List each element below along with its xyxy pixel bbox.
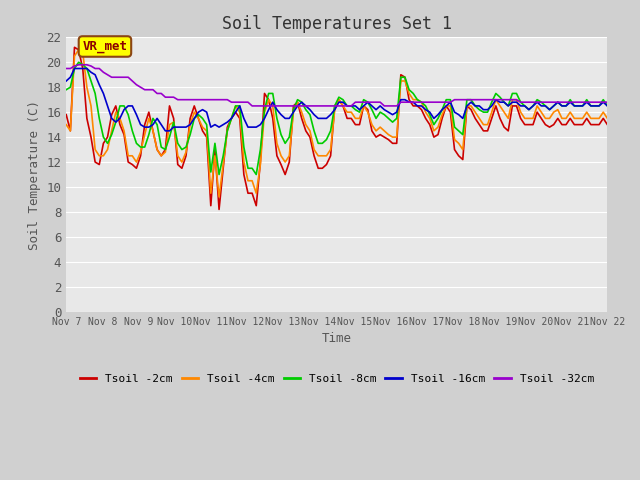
- Title: Soil Temperatures Set 1: Soil Temperatures Set 1: [222, 15, 452, 33]
- Y-axis label: Soil Temperature (C): Soil Temperature (C): [28, 99, 41, 250]
- X-axis label: Time: Time: [322, 332, 352, 345]
- Legend: Tsoil -2cm, Tsoil -4cm, Tsoil -8cm, Tsoil -16cm, Tsoil -32cm: Tsoil -2cm, Tsoil -4cm, Tsoil -8cm, Tsoi…: [75, 370, 598, 388]
- Text: VR_met: VR_met: [83, 40, 127, 53]
